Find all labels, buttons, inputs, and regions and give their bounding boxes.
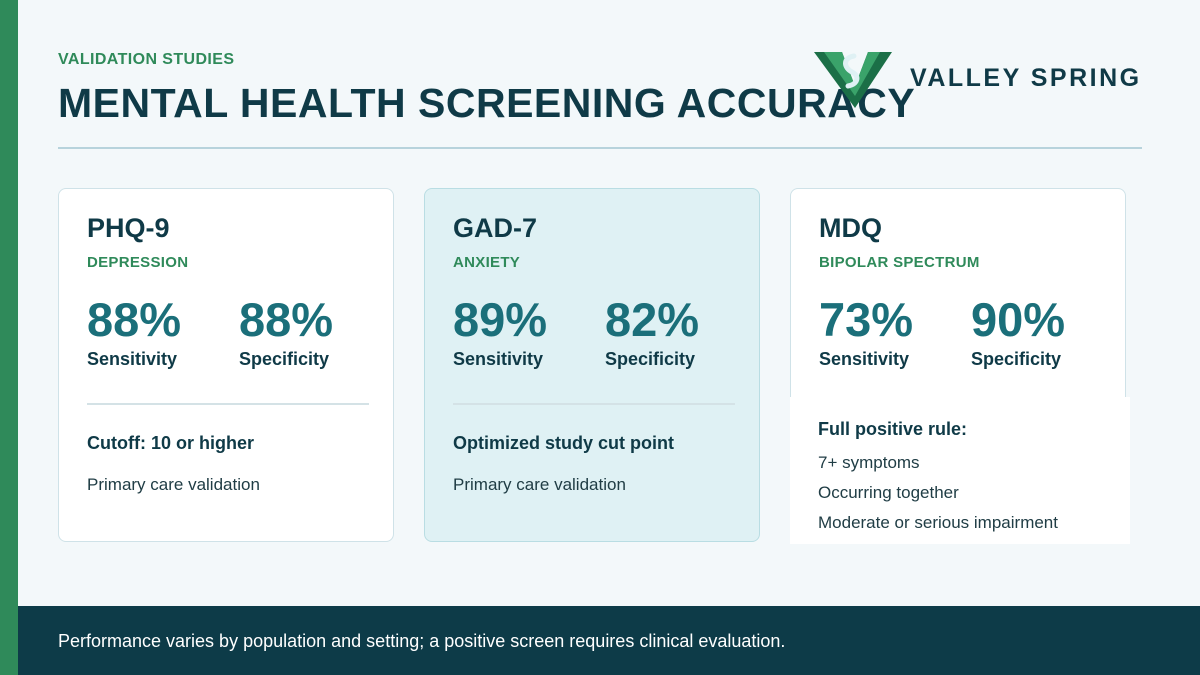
card-cutoff: Cutoff: 10 or higher: [87, 433, 254, 453]
card-title: GAD-7: [453, 213, 538, 243]
sensitivity-label: Sensitivity: [87, 349, 178, 369]
card-subtitle: DEPRESSION: [87, 254, 189, 271]
valley-spring-logo-icon: [814, 52, 892, 108]
mdq-rule-panel: Full positive rule: 7+ symptoms Occurrin…: [790, 397, 1130, 544]
list-item: Moderate or serious impairment: [818, 513, 1058, 532]
rule-heading: Full positive rule:: [818, 419, 968, 439]
card-title: MDQ: [819, 213, 882, 243]
header-divider: [58, 147, 1142, 149]
brand-logo: VALLEY SPRING: [814, 50, 1144, 110]
card-cutoff: Optimized study cut point: [453, 433, 674, 453]
card-gad7: GAD-7 ANXIETY 89% Sensitivity 82% Specif…: [424, 188, 760, 542]
specificity-label: Specificity: [605, 349, 696, 369]
specificity-value: 82%: [605, 293, 700, 346]
card-divider: [87, 403, 369, 405]
card-title: PHQ-9: [87, 213, 170, 243]
sensitivity-label: Sensitivity: [453, 349, 544, 369]
rule-list: 7+ symptoms Occurring together Moderate …: [818, 453, 1058, 543]
card-note: Primary care validation: [87, 475, 260, 494]
card-phq9: PHQ-9 DEPRESSION 88% Sensitivity 88% Spe…: [58, 188, 394, 542]
eyebrow-label: VALIDATION STUDIES: [58, 51, 235, 68]
sensitivity-value: 73%: [819, 293, 914, 346]
accent-bar: [0, 0, 18, 675]
specificity-label: Specificity: [239, 349, 330, 369]
list-item: Occurring together: [818, 483, 959, 502]
footer-disclaimer: Performance varies by population and set…: [58, 631, 786, 651]
specificity-value: 88%: [239, 293, 334, 346]
list-item: 7+ symptoms: [818, 453, 920, 472]
specificity-label: Specificity: [971, 349, 1062, 369]
card-subtitle: BIPOLAR SPECTRUM: [819, 254, 980, 271]
specificity-value: 90%: [971, 293, 1066, 346]
sensitivity-value: 88%: [87, 293, 182, 346]
card-subtitle: ANXIETY: [453, 254, 521, 271]
sensitivity-value: 89%: [453, 293, 548, 346]
logo-wordmark: VALLEY SPRING: [910, 64, 1142, 92]
sensitivity-label: Sensitivity: [819, 349, 910, 369]
page-title: MENTAL HEALTH SCREENING ACCURACY: [58, 80, 916, 126]
card-note: Primary care validation: [453, 475, 626, 494]
card-divider: [453, 403, 735, 405]
footer-bar: Performance varies by population and set…: [18, 606, 1200, 675]
